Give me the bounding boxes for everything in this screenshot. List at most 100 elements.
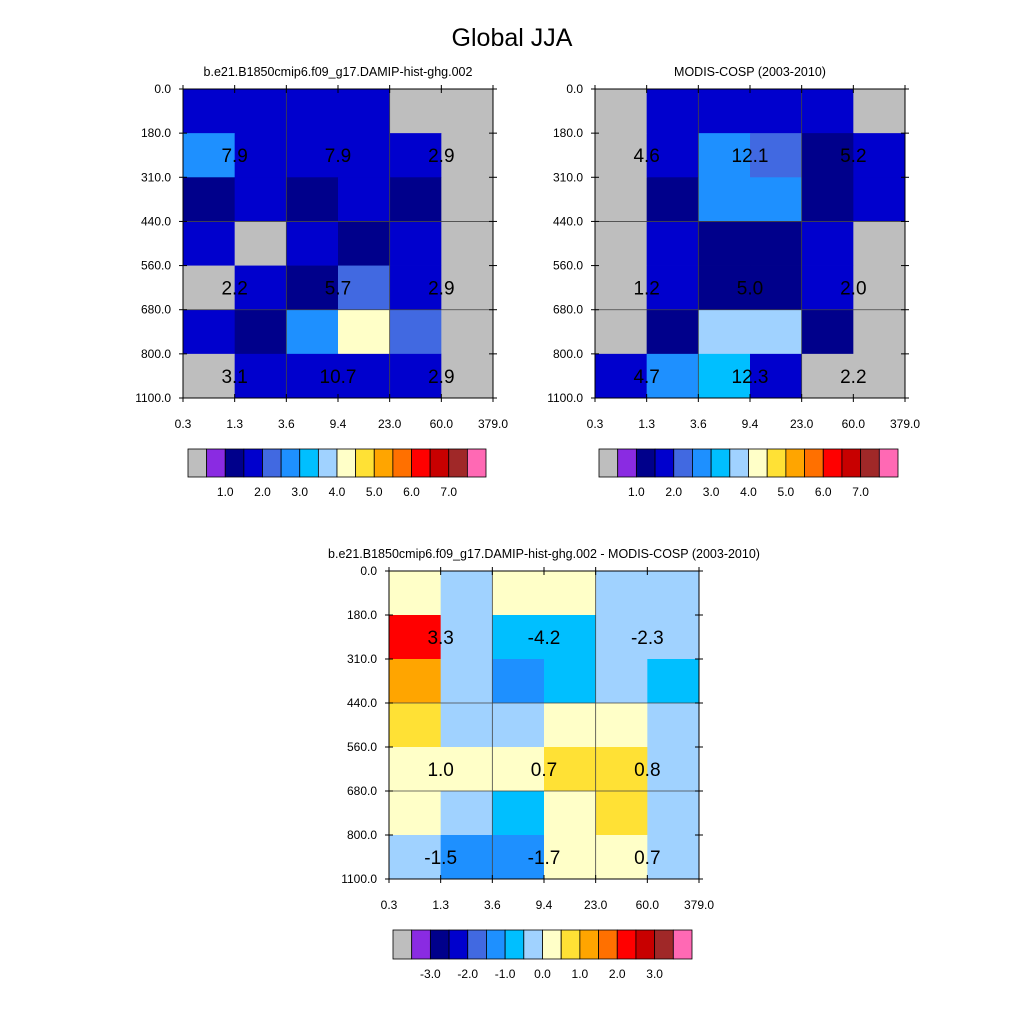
x-tick-label: 379.0: [890, 417, 920, 431]
colorbar-box: [373, 448, 394, 478]
heatmap-cell: [801, 309, 854, 355]
x-tick-label: 3.6: [690, 417, 707, 431]
heatmap-cell: [492, 791, 545, 836]
colorbar-label: 2.0: [254, 485, 271, 499]
y-tick-label: 1100.0: [341, 872, 377, 886]
heatmap-cell: [389, 747, 442, 792]
heatmap-cell: [801, 177, 854, 222]
heatmap-cell: [440, 747, 493, 792]
heatmap-cell: [389, 703, 442, 748]
y-tick-label: 310.0: [141, 170, 171, 184]
heatmap-cell: [492, 615, 545, 660]
heatmap-cell: [647, 791, 700, 836]
heatmap-cell: [492, 835, 545, 880]
colorbar-label: 5.0: [366, 485, 383, 499]
colorbar-box: [542, 929, 562, 960]
heatmap-cell: [286, 353, 339, 399]
panel-title: MODIS-COSP (2003-2010): [674, 65, 826, 79]
y-tick-label: 440.0: [553, 214, 583, 228]
heatmap-cell: [853, 309, 906, 355]
y-tick-label: 440.0: [347, 696, 377, 710]
x-tick-label: 23.0: [378, 417, 402, 431]
colorbar-label: 0.0: [534, 967, 551, 981]
heatmap-cell: [647, 659, 700, 704]
y-tick-label: 310.0: [553, 170, 583, 184]
heatmap-cell: [389, 89, 442, 134]
heatmap-cell: [234, 353, 287, 399]
colorbar-box: [654, 929, 674, 960]
data-label: 2.2: [221, 279, 247, 300]
heatmap-cell: [389, 221, 442, 266]
data-label: 0.8: [634, 760, 660, 781]
colorbar-box: [411, 929, 431, 960]
heatmap-cell: [750, 133, 803, 178]
data-label: 2.2: [840, 367, 866, 388]
data-label: 12.3: [732, 367, 769, 388]
colorbar-label: -3.0: [420, 967, 441, 981]
colorbar-label: 4.0: [329, 485, 346, 499]
heatmap-cell: [338, 89, 391, 134]
colorbar-box: [692, 448, 712, 478]
x-tick-label: 379.0: [684, 898, 714, 912]
colorbar-box: [280, 448, 301, 478]
colorbar-box: [841, 448, 862, 478]
heatmap-cell: [286, 309, 339, 355]
heatmap-cell: [801, 89, 854, 134]
colorbar-label: -1.0: [495, 967, 516, 981]
heatmap-cell: [698, 309, 751, 355]
y-tick-label: 800.0: [347, 828, 377, 842]
y-tick-label: 680.0: [553, 303, 583, 317]
heatmap-cell: [492, 571, 545, 616]
x-tick-label: 1.3: [638, 417, 655, 431]
colorbar-box: [598, 448, 619, 478]
heatmap-cell: [183, 353, 236, 399]
heatmap-cell: [750, 265, 803, 311]
heatmap-cell: [389, 265, 442, 311]
colorbar-box: [411, 448, 431, 478]
colorbar-box: [616, 929, 637, 960]
x-tick-label: 0.3: [587, 417, 604, 431]
heatmap-cell: [441, 221, 494, 266]
heatmap-cell: [646, 221, 699, 266]
heatmap-cell: [389, 791, 442, 836]
heatmap-cell: [646, 353, 699, 399]
y-tick-label: 800.0: [141, 347, 171, 361]
heatmap-cell: [389, 615, 442, 660]
colorbar-box: [355, 448, 375, 478]
data-label: 4.6: [633, 146, 659, 167]
heatmap-cell: [338, 353, 391, 399]
heatmap-cell: [544, 703, 597, 748]
colorbar-box: [878, 448, 899, 478]
heatmap-cell: [595, 89, 648, 134]
colorbar-label: 6.0: [403, 485, 420, 499]
heatmap-cell: [595, 659, 648, 704]
heatmap-cell: [853, 221, 906, 266]
x-tick-label: 60.0: [842, 417, 866, 431]
data-label: 3.1: [221, 367, 247, 388]
colorbar-box: [766, 448, 787, 478]
heatmap-cell: [183, 309, 236, 355]
heatmap-cell: [389, 309, 442, 355]
colorbar-label: 3.0: [291, 485, 308, 499]
heatmap-cell: [440, 615, 493, 660]
heatmap-cell: [441, 177, 494, 222]
colorbar-box: [466, 448, 487, 478]
heatmap-cell: [853, 133, 906, 178]
heatmap-cell: [853, 353, 906, 399]
heatmap-cell: [646, 133, 699, 178]
data-label: -2.3: [631, 628, 664, 649]
heatmap-cell: [801, 221, 854, 266]
heatmap-cell: [234, 265, 287, 311]
colorbar-box: [448, 448, 468, 478]
colorbar-box: [467, 929, 487, 960]
heatmap-cell: [646, 177, 699, 222]
heatmap-cell: [544, 659, 597, 704]
heatmap-cell: [544, 747, 597, 792]
colorbar-label: 2.0: [665, 485, 682, 499]
heatmap-cell: [698, 221, 751, 266]
colorbar-box: [317, 448, 338, 478]
colorbar-label: 1.0: [628, 485, 645, 499]
heatmap-cell: [440, 791, 493, 836]
heatmap-cell: [389, 571, 442, 616]
data-label: 7.9: [325, 146, 351, 167]
